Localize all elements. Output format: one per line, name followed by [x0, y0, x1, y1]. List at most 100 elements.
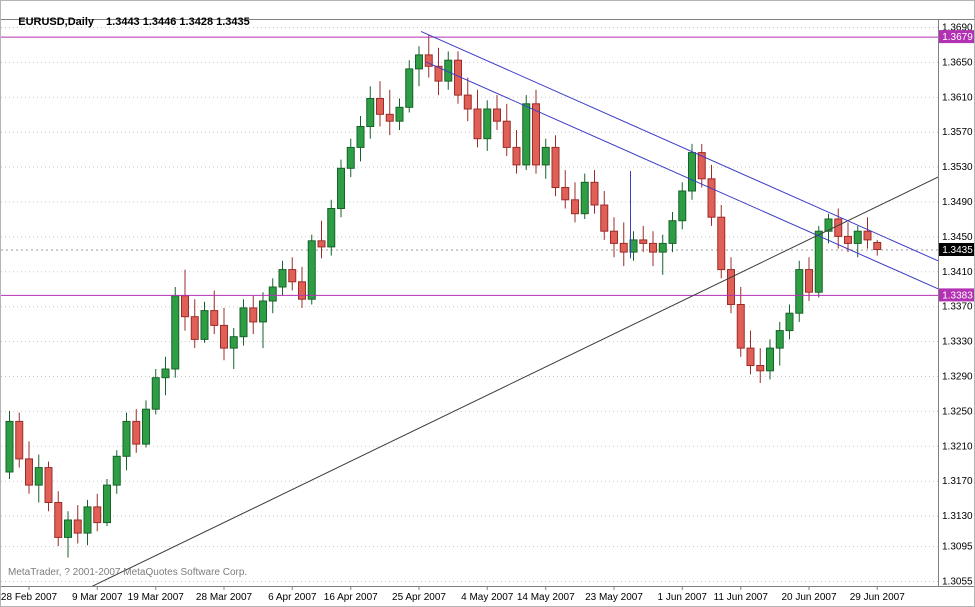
candle [73, 505, 82, 544]
date-axis-label[interactable]: 29 Jun 2007 [850, 592, 905, 603]
candle [288, 257, 297, 291]
candle [649, 231, 657, 267]
svg-text:1.3383: 1.3383 [942, 290, 973, 301]
candle [619, 222, 628, 267]
candle [785, 304, 794, 340]
candle [151, 369, 160, 415]
candle [502, 103, 511, 157]
candle [678, 182, 687, 230]
price-tag-1.3679: 1.3679 [939, 30, 974, 44]
candle [795, 260, 804, 322]
price-axis-label[interactable]: 1.3170 [942, 476, 973, 487]
date-axis-label[interactable]: 4 May 2007 [461, 592, 514, 603]
symbol-period-label: EURUSD,Daily [18, 16, 95, 28]
candle [25, 441, 33, 494]
candle [766, 339, 774, 380]
price-axis-label[interactable]: 1.3290 [942, 372, 973, 383]
candle [522, 95, 531, 171]
candle [580, 173, 589, 219]
price-axis-label[interactable]: 1.3130 [942, 511, 973, 522]
date-axis-label[interactable]: 16 Apr 2007 [324, 592, 378, 603]
candle [307, 234, 316, 305]
candle [561, 170, 570, 209]
date-axis-label[interactable]: 1 Jun 2007 [658, 592, 708, 603]
ascending-support-trendline[interactable] [31, 176, 938, 607]
price-axis-label[interactable]: 1.3570 [942, 127, 973, 138]
candle [356, 116, 365, 162]
price-axis-label[interactable]: 1.3250 [942, 406, 973, 417]
candle [122, 412, 131, 471]
candle [824, 213, 833, 244]
date-axis-label[interactable]: 20 Jun 2007 [781, 592, 836, 603]
candle [34, 454, 43, 503]
candle [483, 100, 492, 151]
date-axis-label[interactable]: 19 Mar 2007 [128, 592, 185, 603]
candle [210, 290, 219, 335]
svg-text:1.3435: 1.3435 [942, 245, 973, 256]
price-axis-label[interactable]: 1.3610 [942, 92, 973, 103]
candle [366, 86, 375, 139]
candle [278, 260, 287, 296]
candle [746, 330, 755, 375]
price-axis-label[interactable]: 1.3450 [942, 232, 973, 243]
ohlc-readout: 1.3443 1.3446 1.3428 1.3435 [106, 16, 250, 28]
date-axis-label[interactable]: 6 Apr 2007 [268, 592, 317, 603]
candle [220, 307, 228, 361]
candle [298, 266, 306, 308]
candle [863, 217, 872, 249]
candle [814, 225, 823, 298]
price-axis-label[interactable]: 1.3650 [942, 57, 973, 68]
price-axis-label[interactable]: 1.3210 [942, 441, 973, 452]
price-axis-label[interactable]: 1.3410 [942, 267, 973, 278]
candle [493, 95, 501, 130]
candle [424, 34, 433, 78]
candle [5, 410, 14, 479]
chart-header: EURUSD,Daily 1.3443 1.3446 1.3428 1.3435 [6, 4, 250, 40]
plot-layer [1, 30, 938, 607]
candle [161, 356, 170, 396]
date-axis-label[interactable]: 9 Mar 2007 [72, 592, 123, 603]
candle [327, 199, 336, 256]
date-axis-label[interactable]: 23 May 2007 [585, 592, 643, 603]
candle [639, 225, 648, 253]
candle [44, 461, 53, 512]
candle [249, 295, 258, 335]
date-axis-label[interactable]: 28 Feb 2007 [1, 592, 58, 603]
price-tag-1.3435: 1.3435 [939, 243, 974, 256]
candle [834, 208, 843, 249]
candle [707, 164, 716, 226]
candle [239, 299, 248, 346]
price-axis-label[interactable]: 1.3690 [942, 23, 973, 34]
candle [54, 491, 63, 547]
candle [600, 191, 609, 240]
candle [551, 135, 560, 197]
descending-channel-lower-trendline[interactable] [425, 61, 938, 290]
price-axis-label[interactable]: 1.3370 [942, 302, 973, 313]
date-axis-label[interactable]: 28 Mar 2007 [196, 592, 253, 603]
candle [775, 321, 784, 366]
price-axis-label[interactable]: 1.3490 [942, 197, 973, 208]
candle [844, 222, 852, 253]
candle [395, 98, 404, 130]
candle [853, 225, 862, 258]
candle [805, 257, 813, 301]
price-axis-label[interactable]: 1.3330 [942, 337, 973, 348]
price-axis-label[interactable]: 1.3530 [942, 162, 973, 173]
candle [463, 77, 472, 122]
price-axis-label[interactable]: 1.3095 [942, 542, 973, 553]
date-axis-label[interactable]: 11 Jun 2007 [714, 592, 769, 603]
candle [688, 143, 696, 200]
candles-layer [5, 34, 882, 558]
descending-channel-upper-trendline[interactable] [420, 30, 938, 262]
watermark-text: MetaTrader, ? 2001-2007 MetaQuotes Softw… [8, 567, 248, 578]
date-axis-label[interactable]: 14 May 2007 [517, 592, 575, 603]
date-axis-label[interactable]: 25 Apr 2007 [392, 592, 446, 603]
candle [200, 301, 209, 343]
price-axis-label[interactable]: 1.3055 [942, 577, 973, 588]
candle [405, 60, 414, 113]
candle [727, 257, 735, 314]
